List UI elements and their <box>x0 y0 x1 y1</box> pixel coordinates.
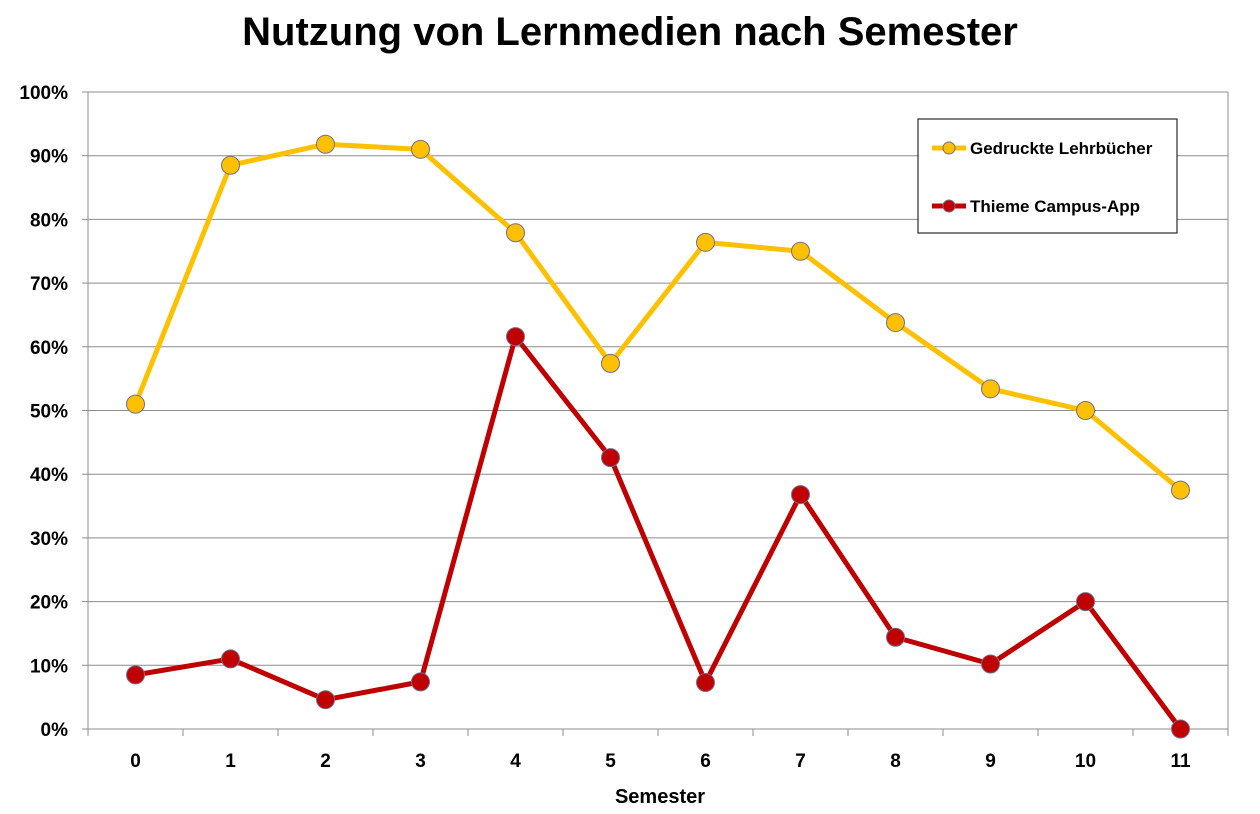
series-1-point <box>601 353 620 373</box>
series-1-point <box>506 223 525 243</box>
x-tick-label: 10 <box>1075 751 1096 772</box>
series-line-1 <box>133 141 1183 493</box>
axes <box>82 91 1229 736</box>
series-2-point <box>981 654 1000 674</box>
series-1-point <box>411 139 430 159</box>
series-line-2 <box>135 334 1183 731</box>
series-2-point <box>126 665 145 685</box>
chart-title: Nutzung von Lernmedien nach Semester <box>242 10 1018 54</box>
y-tick-label: 80% <box>30 210 68 231</box>
x-tick-label: 5 <box>605 751 616 772</box>
series-1-point <box>1171 480 1190 500</box>
y-tick-label: 40% <box>30 465 68 486</box>
x-tick-labels: 0 1 2 3 4 5 6 7 8 9 10 11 <box>130 751 1191 772</box>
series-2-point <box>506 327 525 347</box>
x-tick-label: 0 <box>130 751 141 772</box>
x-tick-label: 9 <box>985 751 996 772</box>
series-2-point <box>886 627 905 647</box>
series-1-point <box>221 155 240 175</box>
series-2-point <box>791 485 810 505</box>
y-tick-label: 0% <box>41 720 69 741</box>
y-tick-label: 30% <box>30 529 68 550</box>
series-2-point <box>221 649 240 669</box>
series-2-point <box>1171 719 1190 739</box>
legend-label: Thieme Campus-App <box>970 197 1140 216</box>
x-tick-label: 1 <box>225 751 236 772</box>
x-tick-label: 4 <box>510 751 521 772</box>
x-tick-label: 2 <box>320 751 331 772</box>
series-1-point <box>791 241 810 261</box>
y-tick-labels: 0% 10% 20% 30% 40% 50% 60% 70% 80% 90% 100% <box>19 83 68 741</box>
y-tick-label: 90% <box>30 147 68 168</box>
x-axis-title: Semester <box>615 786 705 808</box>
y-tick-label: 50% <box>30 402 68 423</box>
series-2-point <box>696 672 715 692</box>
series-2-point <box>1076 592 1095 612</box>
y-tick-label: 20% <box>30 593 68 614</box>
y-tick-label: 10% <box>30 656 68 677</box>
x-tick-label: 8 <box>890 751 901 772</box>
series-1-point <box>126 394 145 414</box>
series-2-point <box>411 672 430 692</box>
legend-box <box>917 118 1178 234</box>
x-tick-label: 11 <box>1170 751 1191 772</box>
series-1-point <box>886 313 905 333</box>
legend: Gedruckte Lehrbücher Thieme Campus-App <box>917 118 1178 234</box>
series-1-point <box>696 232 715 252</box>
series-2-point <box>601 448 620 468</box>
data-series <box>126 134 1190 739</box>
series-2-point <box>316 690 335 710</box>
series-1-point <box>981 379 1000 399</box>
y-tick-label: 70% <box>30 274 68 295</box>
series-1-point <box>1076 401 1095 420</box>
x-tick-label: 6 <box>700 751 711 772</box>
y-tick-label: 100% <box>19 83 68 104</box>
x-tick-label: 3 <box>415 751 426 772</box>
y-tick-label: 60% <box>30 338 68 359</box>
series-1-point <box>316 134 335 154</box>
legend-swatch-marker <box>942 199 956 213</box>
x-tick-label: 7 <box>795 751 806 772</box>
legend-label: Gedruckte Lehrbücher <box>970 139 1153 158</box>
legend-swatch-marker <box>942 141 956 155</box>
